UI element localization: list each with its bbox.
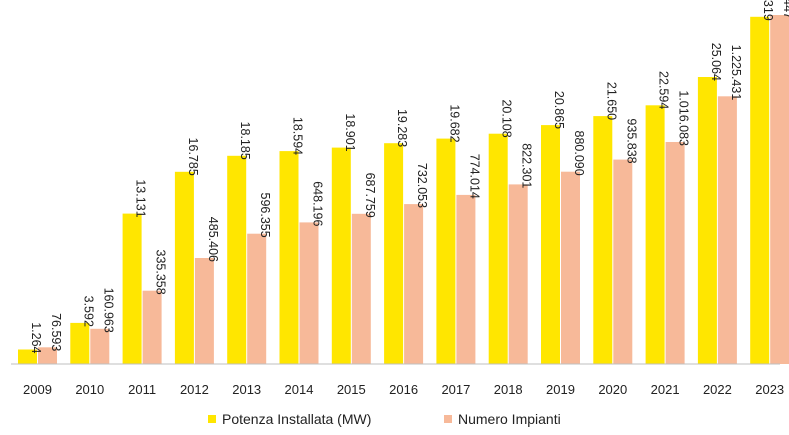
bar-potenza-2019 bbox=[541, 125, 560, 364]
bar-potenza-2015 bbox=[331, 147, 351, 364]
label-potenza-2012: 16.785 bbox=[186, 138, 200, 176]
bar-potenza-2021 bbox=[645, 105, 665, 365]
label-impianti-2009: 76.593 bbox=[49, 313, 63, 351]
bar-impianti-2023 bbox=[770, 15, 789, 364]
label-impianti-2015: 687.759 bbox=[363, 173, 377, 218]
bar-impianti-2022 bbox=[717, 96, 737, 365]
bar-potenza-2017 bbox=[436, 138, 456, 364]
label-impianti-2010: 160.963 bbox=[101, 288, 115, 333]
bar-potenza-2013 bbox=[227, 155, 247, 364]
x-tick-2017: 2017 bbox=[441, 382, 470, 397]
legend-swatch-impianti bbox=[444, 415, 452, 423]
label-potenza-2014: 18.594 bbox=[291, 117, 305, 155]
label-impianti-2018: 822.301 bbox=[520, 143, 534, 188]
x-tick-2014: 2014 bbox=[285, 382, 314, 397]
bar-impianti-2012 bbox=[194, 258, 214, 364]
label-impianti-2014: 648.196 bbox=[311, 181, 325, 226]
x-tick-2013: 2013 bbox=[232, 382, 261, 397]
bar-impianti-2018 bbox=[508, 184, 528, 364]
label-potenza-2009: 1.264 bbox=[29, 322, 43, 353]
bar-impianti-2021 bbox=[665, 142, 685, 364]
label-potenza-2013: 18.185 bbox=[238, 122, 252, 160]
label-impianti-2017: 774.014 bbox=[467, 154, 481, 199]
bar-potenza-2012 bbox=[174, 171, 194, 364]
label-impianti-2020: 935.838 bbox=[624, 118, 638, 163]
bar-potenza-2010 bbox=[70, 322, 90, 364]
label-impianti-2011: 335.358 bbox=[154, 250, 168, 295]
x-tick-2023: 2023 bbox=[755, 382, 784, 397]
label-impianti-2022: 1.225.431 bbox=[729, 45, 743, 101]
label-potenza-2022: 25.064 bbox=[709, 43, 723, 81]
bars-layer bbox=[18, 15, 789, 365]
bar-impianti-2015 bbox=[351, 213, 371, 364]
bar-impianti-2017 bbox=[456, 194, 476, 364]
x-tick-2022: 2022 bbox=[703, 382, 732, 397]
legend: Potenza Installata (MW) Numero Impianti bbox=[208, 411, 561, 427]
x-tick-2012: 2012 bbox=[180, 382, 209, 397]
bar-potenza-2016 bbox=[384, 143, 404, 364]
label-impianti-2016: 732.053 bbox=[415, 163, 429, 208]
label-potenza-2017: 19.682 bbox=[447, 104, 461, 142]
x-tick-2021: 2021 bbox=[651, 382, 680, 397]
bar-impianti-2016 bbox=[404, 204, 424, 364]
label-potenza-2019: 20.865 bbox=[552, 91, 566, 129]
label-impianti-2023: 1.597.447 bbox=[781, 0, 789, 19]
label-impianti-2021: 1.016.083 bbox=[677, 90, 691, 146]
x-tick-2011: 2011 bbox=[128, 382, 156, 397]
x-tick-2015: 2015 bbox=[337, 382, 366, 397]
x-tick-labels: 2009 2010 2011 2012 2013 2014 2015 2016 2017 2018… bbox=[23, 382, 784, 397]
x-tick-2019: 2019 bbox=[546, 382, 575, 397]
label-impianti-2019: 880.090 bbox=[572, 131, 586, 176]
x-tick-2009: 2009 bbox=[23, 382, 52, 397]
label-impianti-2012: 485.406 bbox=[206, 217, 220, 262]
label-potenza-2015: 18.901 bbox=[343, 113, 357, 151]
data-labels-layer: 1.264 76.593 3.592 160.963 13.131 335.358 16.7… bbox=[29, 0, 789, 354]
bar-potenza-2011 bbox=[122, 213, 142, 364]
x-tick-2016: 2016 bbox=[389, 382, 418, 397]
bar-impianti-2009 bbox=[38, 347, 57, 364]
label-potenza-2011: 13.131 bbox=[134, 179, 148, 217]
legend-swatch-potenza bbox=[208, 415, 216, 423]
bar-potenza-2014 bbox=[279, 151, 299, 364]
bar-impianti-2019 bbox=[561, 171, 580, 364]
bar-impianti-2014 bbox=[299, 222, 319, 364]
legend-label-potenza: Potenza Installata (MW) bbox=[222, 411, 371, 427]
bar-potenza-2018 bbox=[488, 133, 508, 364]
label-potenza-2016: 19.283 bbox=[395, 109, 409, 147]
legend-label-impianti: Numero Impianti bbox=[458, 411, 561, 427]
bar-potenza-2022 bbox=[697, 77, 717, 364]
bar-impianti-2020 bbox=[613, 159, 633, 364]
x-tick-2020: 2020 bbox=[598, 382, 627, 397]
bar-impianti-2010 bbox=[90, 328, 110, 364]
label-potenza-2023: 30.319 bbox=[761, 0, 775, 21]
label-potenza-2020: 21.650 bbox=[604, 82, 618, 120]
bar-potenza-2009 bbox=[18, 349, 37, 364]
label-impianti-2013: 596.355 bbox=[258, 193, 272, 238]
x-tick-2018: 2018 bbox=[494, 382, 523, 397]
x-tick-2010: 2010 bbox=[75, 382, 104, 397]
bar-potenza-2023 bbox=[750, 16, 770, 365]
bar-impianti-2011 bbox=[142, 290, 162, 364]
bar-potenza-2020 bbox=[593, 116, 613, 364]
bar-impianti-2013 bbox=[247, 233, 267, 364]
label-potenza-2021: 22.594 bbox=[657, 71, 671, 109]
label-potenza-2018: 20.108 bbox=[500, 99, 514, 137]
label-potenza-2010: 3.592 bbox=[81, 296, 95, 327]
